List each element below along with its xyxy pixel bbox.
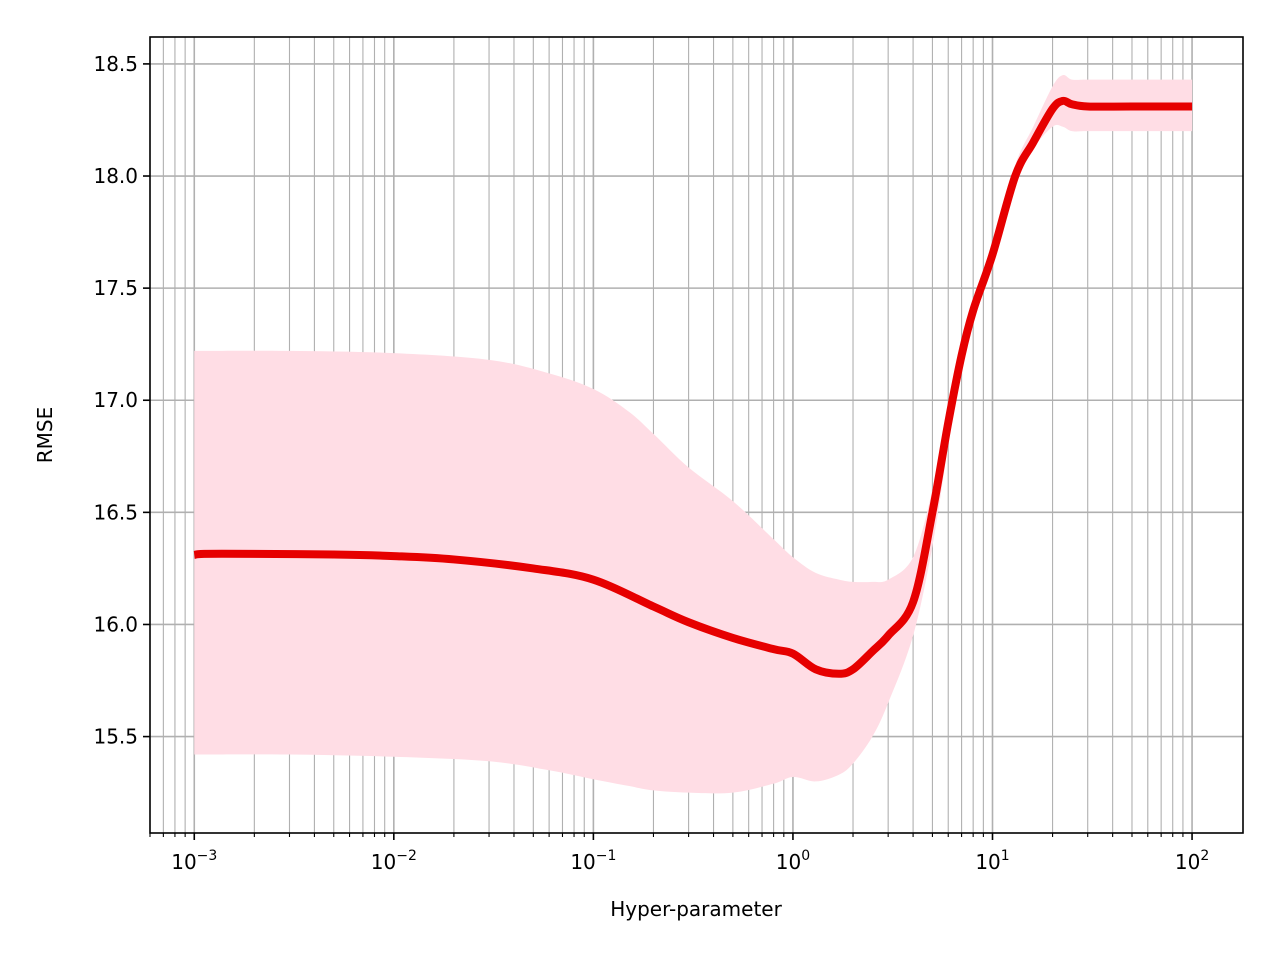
- plot-frame: [149, 36, 1244, 834]
- y-tick-label: 17.5: [93, 276, 138, 300]
- y-tick-label: 16.0: [93, 612, 138, 636]
- x-tick-label: 10−2: [371, 848, 417, 874]
- y-tick-label: 18.5: [93, 52, 138, 76]
- x-tick-label: 102: [1175, 848, 1209, 874]
- y-axis-label: RMSE: [33, 407, 57, 463]
- rmse-series-line: [193, 96, 1193, 678]
- x-axis-label: Hyper-parameter: [610, 897, 782, 921]
- y-tick-label: 17.0: [93, 388, 138, 412]
- x-tick-label: 10−3: [171, 848, 217, 874]
- confidence-band: [194, 74, 1193, 794]
- y-tick-label: 15.5: [93, 725, 138, 749]
- axis-ticks: 15.5 16.0 16.5 17.0 17.5 18.0 18.5 10−3 10−2 10−1…: [93, 52, 1209, 874]
- y-tick-label: 18.0: [93, 164, 138, 188]
- x-tick-label: 10−1: [570, 848, 616, 874]
- x-tick-label: 100: [776, 848, 810, 874]
- y-tick-label: 16.5: [93, 500, 138, 524]
- x-tick-label: 101: [975, 848, 1009, 874]
